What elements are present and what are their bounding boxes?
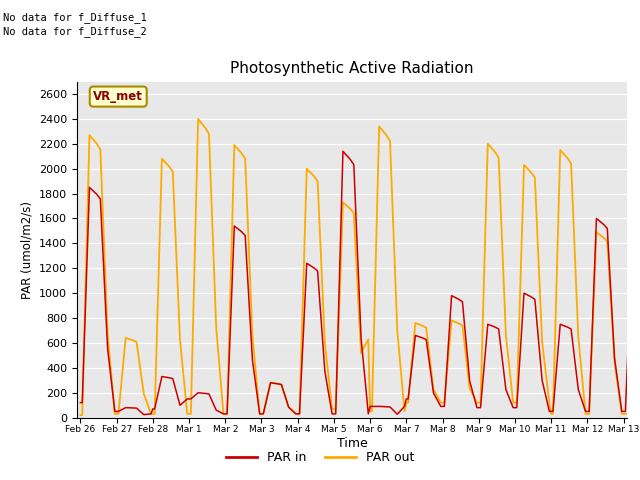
Line: PAR in: PAR in [81,151,640,415]
Title: Photosynthetic Active Radiation: Photosynthetic Active Radiation [230,61,474,76]
PAR in [564,324,572,330]
PAR out [620,411,627,417]
Y-axis label: PAR (umol/m2/s): PAR (umol/m2/s) [20,201,33,299]
PAR in [513,405,520,410]
PAR out [513,400,520,406]
PAR out [267,380,275,385]
PAR out [195,116,202,122]
X-axis label: Time: Time [337,437,367,450]
PAR in [259,411,267,417]
PAR out [93,141,100,146]
Line: PAR out: PAR out [81,119,640,417]
PAR in [339,148,347,154]
PAR out [564,155,572,161]
Legend: PAR in, PAR out: PAR in, PAR out [221,446,419,469]
PAR in [93,192,100,197]
Text: No data for f_Diffuse_1: No data for f_Diffuse_1 [3,12,147,23]
PAR in [77,400,84,406]
PAR out [77,412,84,418]
PAR in [620,408,627,414]
PAR in [97,196,104,202]
Text: VR_met: VR_met [93,90,143,103]
Text: No data for f_Diffuse_2: No data for f_Diffuse_2 [3,26,147,37]
PAR out [97,146,104,152]
